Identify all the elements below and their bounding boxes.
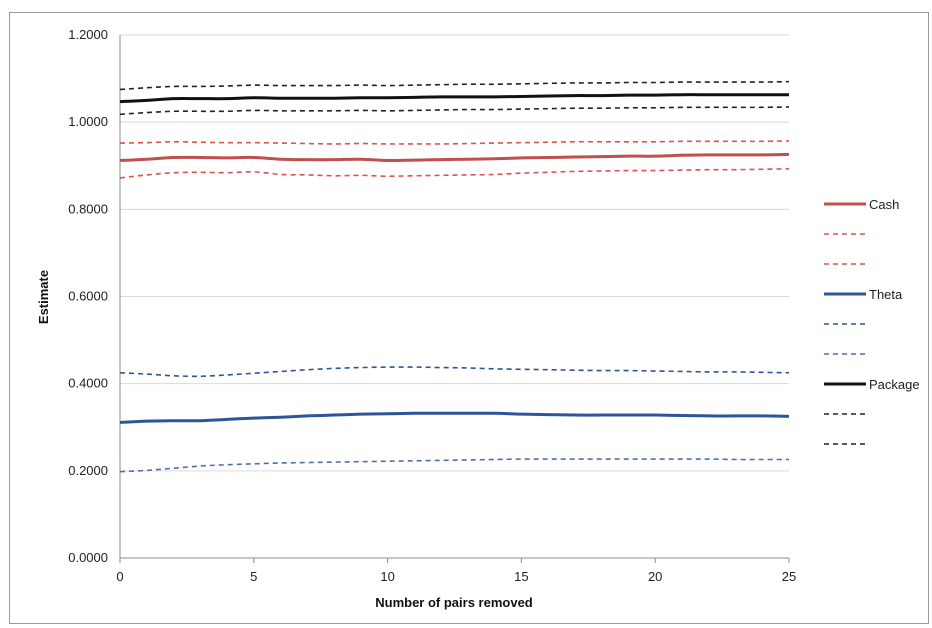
y-tick-label: 0.8000: [68, 201, 108, 216]
y-tick-label: 1.0000: [68, 114, 108, 129]
axes: 0.0000 0.2000 0.4000 0.6000 0.8000 1.0000 1.20…: [68, 27, 796, 584]
x-tick-label: 0: [116, 569, 123, 584]
series-lines: [119, 80, 790, 473]
y-tick-label: 0.4000: [68, 376, 108, 391]
series-line-6: [119, 93, 789, 104]
series-line-4: [119, 366, 790, 378]
x-tick-label: 10: [380, 569, 394, 584]
gridlines: [120, 34, 789, 472]
series-line-3: [119, 411, 790, 424]
y-axis-title: Estimate: [36, 270, 51, 324]
series-line-7: [119, 80, 790, 91]
series-line-8: [119, 106, 790, 116]
x-tick-label: 20: [648, 569, 662, 584]
chart-frame: [9, 12, 929, 624]
legend-label-0: Cash: [869, 197, 899, 212]
y-tick-label: 1.2000: [68, 27, 108, 42]
x-tick-label: 25: [782, 569, 796, 584]
series-line-1: [119, 140, 790, 145]
legend-label-3: Theta: [869, 287, 903, 302]
y-tick-label: 0.0000: [68, 550, 108, 565]
series-line-2: [119, 168, 790, 179]
y-tick-label: 0.2000: [68, 463, 108, 478]
y-tick-label: 0.6000: [68, 289, 108, 304]
x-tick-label: 5: [250, 569, 257, 584]
legend: Cash Theta Package: [824, 197, 920, 445]
legend-label-6: Package: [869, 377, 920, 392]
series-line-5: [119, 458, 789, 473]
series-line-0: [119, 152, 790, 163]
x-tick-label: 15: [514, 569, 528, 584]
x-axis-title: Number of pairs removed: [375, 595, 533, 610]
